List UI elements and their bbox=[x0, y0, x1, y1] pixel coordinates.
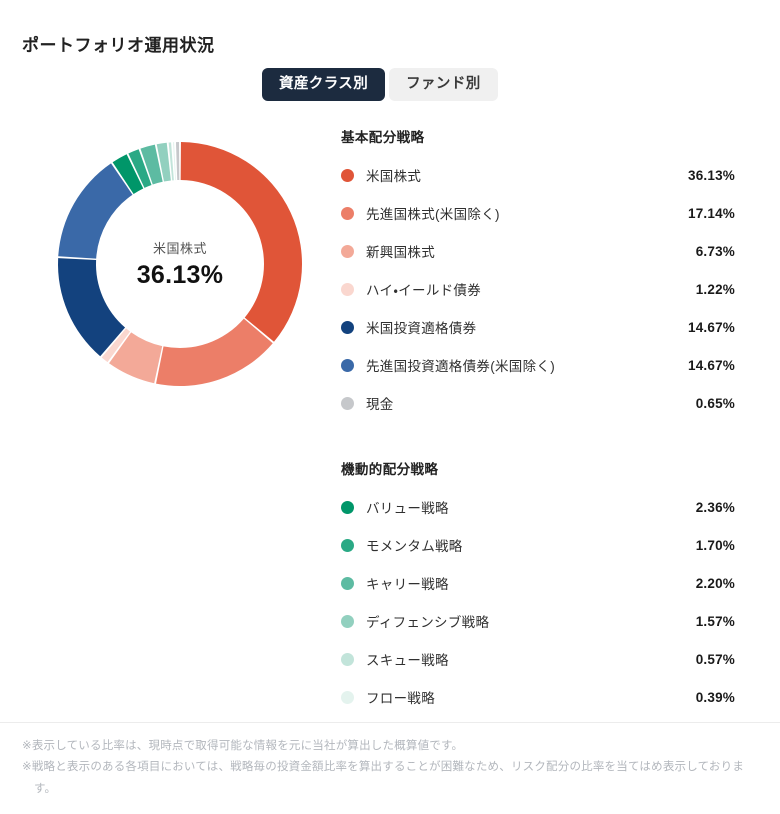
legend-item-value: 14.67% bbox=[688, 319, 735, 335]
donut-slice[interactable] bbox=[128, 149, 152, 188]
legend-item-value: 2.20% bbox=[695, 575, 735, 591]
legend-item[interactable]: モメンタム戦略 1.70% bbox=[341, 526, 735, 564]
legend-item-value: 2.36% bbox=[695, 499, 735, 515]
donut-slice[interactable] bbox=[58, 163, 133, 259]
legend-item[interactable]: 現金 0.65% bbox=[341, 384, 735, 422]
legend-color-dot-icon bbox=[341, 652, 354, 666]
legend-item-value: 0.39% bbox=[695, 689, 735, 705]
legend-item[interactable]: キャリー戦略 2.20% bbox=[341, 564, 735, 602]
legend-item-label: 現金 bbox=[366, 397, 394, 412]
legend-item-label: 米国株式 bbox=[366, 169, 422, 184]
legend-item[interactable]: ハイ・イールド債券 1.22% bbox=[341, 270, 735, 308]
legend-item-label: 先進国投資適格債券(米国除く) bbox=[366, 359, 555, 374]
donut-slice[interactable] bbox=[172, 142, 176, 181]
legend-item-value: 1.70% bbox=[695, 537, 735, 553]
legend-item-label: バリュー戦略 bbox=[366, 501, 449, 516]
legend-color-dot-icon bbox=[341, 538, 354, 552]
legend-item[interactable]: フロー戦略 0.39% bbox=[341, 678, 735, 716]
legend-item-value: 0.65% bbox=[695, 395, 735, 411]
legend-item[interactable]: バリュー戦略 2.36% bbox=[341, 488, 735, 526]
legend-item-label: ハイ・イールド債券 bbox=[366, 283, 482, 298]
footnote-line: ※戦略と表示のある各項目においては、戦略毎の投資金額比率を算出することが困難なた… bbox=[22, 761, 745, 795]
legend-color-dot-icon bbox=[341, 690, 354, 704]
footnotes: ※表示している比率は、現時点で取得可能な情報を元に当社が算出した概算値です。 ※戦… bbox=[22, 736, 748, 800]
legend-group-1: 機動的配分戦略バリュー戦略 2.36% モメンタム戦略 1.70% キャリー戦略 2.20… bbox=[341, 458, 735, 716]
legend-item-value: 6.73% bbox=[695, 243, 735, 259]
legend-item-label: 米国投資適格債券 bbox=[366, 321, 477, 336]
legend-item-value: 0.57% bbox=[695, 651, 735, 667]
legend-item[interactable]: 先進国株式(米国除く) 17.14% bbox=[341, 194, 735, 232]
donut-slice[interactable] bbox=[180, 142, 302, 342]
page-title: ポートフォリオ運用状況 bbox=[22, 36, 215, 56]
legend-item-label: キャリー戦略 bbox=[366, 577, 449, 592]
legend-item[interactable]: スキュー戦略 0.57% bbox=[341, 640, 735, 678]
legend-item-value: 17.14% bbox=[688, 205, 735, 221]
donut-slice[interactable] bbox=[168, 142, 174, 181]
legend-item-label: スキュー戦略 bbox=[366, 653, 449, 668]
legend-item[interactable]: ディフェンシブ戦略 1.57% bbox=[341, 602, 735, 640]
footer-divider bbox=[0, 722, 780, 723]
legend-color-dot-icon bbox=[341, 244, 354, 258]
legend-color-dot-icon bbox=[341, 320, 354, 334]
footnote-line: ※表示している比率は、現時点で取得可能な情報を元に当社が算出した概算値です。 bbox=[22, 740, 464, 752]
legend-color-dot-icon bbox=[341, 614, 354, 628]
legend-item[interactable]: 新興国株式 6.73% bbox=[341, 232, 735, 270]
legend-item-value: 1.57% bbox=[695, 613, 735, 629]
legend-item-label: ディフェンシブ戦略 bbox=[366, 615, 490, 630]
legend-group-0: 基本配分戦略米国株式 36.13% 先進国株式(米国除く) 17.14% 新興国株式 6.… bbox=[341, 126, 735, 422]
legend-item-value: 1.22% bbox=[695, 281, 735, 297]
donut-svg bbox=[58, 142, 302, 386]
donut-slice[interactable] bbox=[140, 144, 163, 185]
legend-item-value: 14.67% bbox=[688, 357, 735, 373]
legend-item-label: フロー戦略 bbox=[366, 691, 435, 706]
legend-color-dot-icon bbox=[341, 206, 354, 220]
donut-slice[interactable] bbox=[58, 258, 126, 357]
toggle-option-1[interactable]: ファンド別 bbox=[389, 68, 498, 101]
legend-group-title: 基本配分戦略 bbox=[341, 130, 425, 145]
legend-item[interactable]: 米国株式 36.13% bbox=[341, 156, 735, 194]
donut-slice[interactable] bbox=[156, 318, 273, 386]
legend-color-dot-icon bbox=[341, 282, 354, 296]
toggle-option-0[interactable]: 資産クラス別 bbox=[262, 68, 386, 101]
legend-item-label: 新興国株式 bbox=[366, 245, 435, 260]
donut-slice[interactable] bbox=[101, 328, 131, 363]
legend-color-dot-icon bbox=[341, 500, 354, 514]
legend-color-dot-icon bbox=[341, 168, 354, 182]
donut-slice[interactable] bbox=[156, 142, 171, 182]
allocation-legend: 基本配分戦略米国株式 36.13% 先進国株式(米国除く) 17.14% 新興国株式 6.… bbox=[341, 126, 735, 716]
legend-item-label: モメンタム戦略 bbox=[366, 539, 463, 554]
donut-slice[interactable] bbox=[175, 142, 180, 181]
legend-item[interactable]: 先進国投資適格債券(米国除く) 14.67% bbox=[341, 346, 735, 384]
donut-slice[interactable] bbox=[112, 154, 144, 194]
donut-slice-group bbox=[58, 142, 302, 386]
view-mode-toggle[interactable]: 資産クラス別 ファンド別 bbox=[262, 68, 498, 101]
legend-color-dot-icon bbox=[341, 396, 354, 410]
donut-slice[interactable] bbox=[109, 332, 163, 384]
legend-item-value: 36.13% bbox=[688, 167, 735, 183]
legend-item-label: 先進国株式(米国除く) bbox=[366, 207, 500, 222]
legend-item[interactable]: 米国投資適格債券 14.67% bbox=[341, 308, 735, 346]
legend-color-dot-icon bbox=[341, 358, 354, 372]
legend-color-dot-icon bbox=[341, 576, 354, 590]
legend-group-title: 機動的配分戦略 bbox=[341, 462, 439, 477]
allocation-donut-chart: 米国株式 36.13% bbox=[34, 118, 326, 410]
